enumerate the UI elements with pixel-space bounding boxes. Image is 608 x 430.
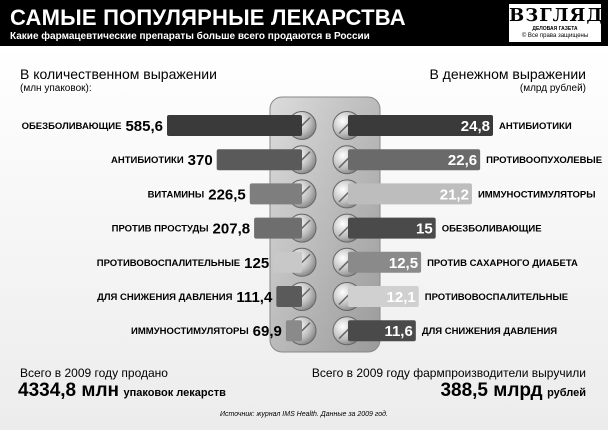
left-total-unit: упаковок лекарств (123, 387, 226, 399)
right-total-value: 388,5 млрд (440, 380, 543, 401)
left-category-label-2: АНТИБИОТИКИ (111, 155, 184, 166)
left-total: 4334,8 млн упаковок лекарств (18, 380, 226, 402)
right-total-unit: рублей (547, 387, 586, 399)
left-total-value: 4334,8 млн (18, 380, 119, 401)
left-bar-7 (285, 320, 302, 342)
left-section-unit: (млн упаковок): (20, 83, 92, 94)
right-category-label-2: ПРОТИВООПУХОЛЕВЫЕ (486, 155, 602, 166)
right-value-label-2: 22,6 (448, 152, 477, 169)
page-title: САМЫЕ ПОПУЛЯРНЫЕ ЛЕКАРСТВА (10, 5, 406, 30)
right-category-label-7: ДЛЯ СНИЖЕНИЯ ДАВЛЕНИЯ (422, 326, 557, 337)
left-section-title: В количественном выражении (20, 66, 217, 82)
source-note: Источник: журнал IMS Health. Данные за 2… (220, 411, 388, 418)
right-value-label-4: 15 (416, 221, 433, 238)
left-value-label-7: 69,9 (253, 323, 282, 340)
left-category-label-3: ВИТАМИНЫ (148, 189, 205, 200)
left-bar-2 (216, 149, 302, 171)
right-category-label-4: ОБЕЗБОЛИВАЮЩИЕ (442, 224, 542, 235)
logo-tagline: ДЕЛОВАЯ ГАЗЕТА (532, 26, 578, 32)
left-category-label-1: ОБЕЗБОЛИВАЮЩИЕ (22, 121, 122, 132)
right-bar-1 (348, 115, 493, 136)
right-bar-7 (348, 320, 416, 342)
left-value-label-3: 226,5 (208, 186, 246, 203)
left-value-label-6: 111,4 (236, 289, 273, 306)
left-bar-3 (249, 183, 302, 205)
left-category-label-7: ИММУНОСТИМУЛЯТОРЫ (131, 326, 249, 337)
logo-name: ВЗГЛЯД (509, 5, 604, 26)
logo-rights: © Все права защищены (521, 33, 589, 39)
left-value-label-4: 207,8 (213, 221, 251, 238)
right-category-label-1: АНТИБИОТИКИ (499, 121, 572, 132)
page-subtitle: Какие фармацевтические препараты больше … (10, 31, 370, 42)
vzglyad-logo: ВЗГЛЯД ДЕЛОВАЯ ГАЗЕТА © Все права защище… (508, 3, 602, 43)
right-value-label-6: 12,1 (387, 289, 416, 306)
right-value-label-5: 12,5 (389, 255, 418, 272)
left-bar-4 (254, 217, 302, 239)
left-total-label: Всего в 2009 году продано (20, 366, 168, 380)
left-bar-5 (273, 251, 302, 273)
left-category-label-5: ПРОТИВОВОСПАЛИТЕЛЬНЫЕ (97, 258, 240, 269)
header: САМЫЕ ПОПУЛЯРНЫЕ ЛЕКАРСТВА Какие фармаце… (0, 0, 608, 46)
right-section-unit: (млрд рублей) (519, 83, 586, 94)
left-value-label-1: 585,6 (125, 118, 163, 135)
right-category-label-6: ПРОТИВОВОСПАЛИТЕЛЬНЫЕ (425, 292, 568, 303)
right-bar-5 (348, 251, 422, 273)
right-total: 388,5 млрд рублей (440, 380, 586, 402)
left-bar-6 (276, 286, 302, 307)
right-category-label-5: ПРОТИВ САХАРНОГО ДИАБЕТА (427, 258, 578, 269)
right-value-label-3: 21,2 (440, 186, 469, 203)
left-value-label-2: 370 (188, 152, 213, 169)
left-category-label-6: ДЛЯ СНИЖЕНИЯ ДАВЛЕНИЯ (97, 292, 232, 303)
left-category-label-4: ПРОТИВ ПРОСТУДЫ (112, 224, 209, 235)
right-bar-2 (348, 149, 481, 171)
right-bar-4 (348, 217, 436, 239)
left-bar-1 (167, 115, 302, 136)
right-section-title: В денежном выражении (429, 66, 586, 82)
right-value-label-7: 11,6 (384, 323, 412, 340)
right-category-label-3: ИММУНОСТИМУЛЯТОРЫ (478, 189, 596, 200)
right-total-label: Всего в 2009 году фармпроизводители выру… (311, 366, 586, 380)
right-bar-3 (348, 183, 472, 205)
right-value-label-1: 24,8 (461, 118, 490, 135)
right-bar-6 (348, 286, 419, 307)
left-value-label-5: 125 (244, 255, 269, 272)
